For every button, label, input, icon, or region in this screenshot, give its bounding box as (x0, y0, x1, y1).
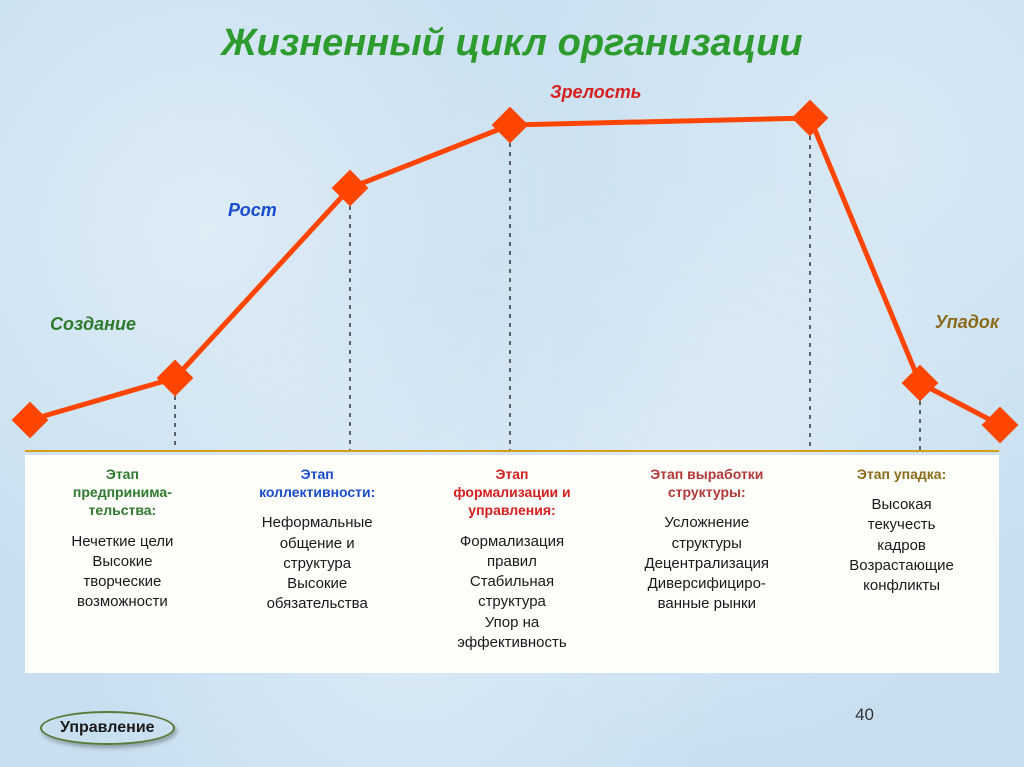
stage-label: Зрелость (550, 82, 641, 103)
stage-desc: Усложнение структуры Децентрализация Див… (617, 513, 796, 614)
stage-label: Упадок (935, 312, 999, 333)
stage-label: Создание (50, 314, 136, 335)
nav-button[interactable]: Управление (40, 711, 175, 745)
stage-col-1: Этап предпринима- тельства: Нечеткие цел… (25, 465, 220, 653)
stages-table: Этап предпринима- тельства: Нечеткие цел… (25, 455, 999, 673)
stage-title: Этап формализации и управления: (423, 465, 602, 520)
stage-col-3: Этап формализации и управления: Формализ… (415, 465, 610, 653)
stage-col-4: Этап выработки структуры: Усложнение стр… (609, 465, 804, 653)
stage-desc: Формализация правил Стабильная структура… (423, 532, 602, 654)
stage-desc: Высокая текучесть кадров Возрастающие ко… (812, 495, 991, 596)
stage-title: Этап выработки структуры: (617, 465, 796, 501)
stage-title: Этап коллективности: (228, 465, 407, 501)
divider (25, 450, 999, 452)
stage-title: Этап предпринима- тельства: (33, 465, 212, 520)
stage-desc: Нечеткие цели Высокие творческие возможн… (33, 532, 212, 613)
stage-col-2: Этап коллективности: Неформальные общени… (220, 465, 415, 653)
page-number: 40 (855, 705, 874, 725)
stage-title: Этап упадка: (812, 465, 991, 483)
stage-label: Рост (228, 200, 277, 221)
stage-desc: Неформальные общение и структура Высокие… (228, 513, 407, 614)
stage-col-5: Этап упадка: Высокая текучесть кадров Во… (804, 465, 999, 653)
